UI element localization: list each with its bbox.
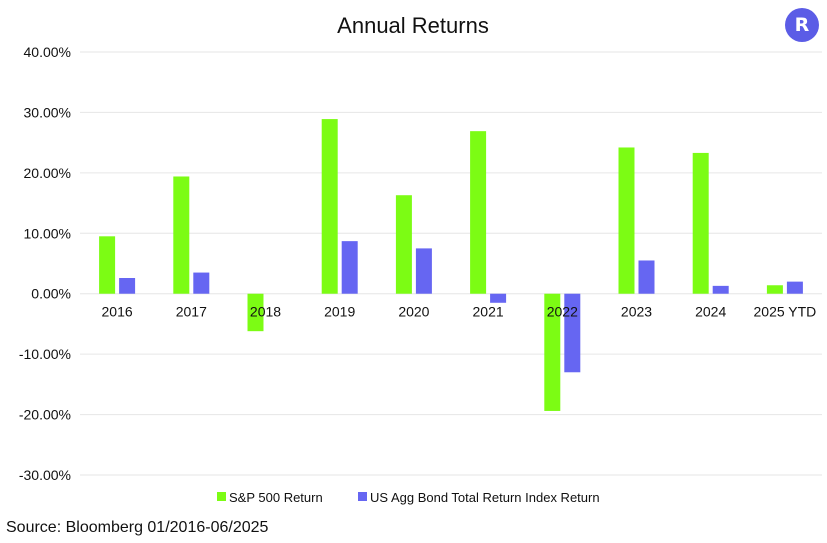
x-tick-label: 2023 <box>621 304 652 320</box>
y-tick-label: 0.00% <box>31 286 71 302</box>
y-tick-label: 40.00% <box>24 44 71 60</box>
bar-sp500-2022 <box>544 293 561 411</box>
bar-bond-2019 <box>341 241 358 294</box>
x-tick-label: 2019 <box>324 304 355 320</box>
bar-sp500-2016 <box>99 236 116 294</box>
x-tick-label: 2020 <box>398 304 429 320</box>
source-note: Source: Bloomberg 01/2016-06/2025 <box>6 519 269 536</box>
x-tick-label: 2017 <box>176 304 207 320</box>
bar-sp500-2020 <box>395 195 412 294</box>
y-tick-label: 20.00% <box>24 165 71 181</box>
x-tick-label: 2018 <box>250 304 281 320</box>
bar-sp500-2019 <box>321 119 338 294</box>
bar-sp500-2025-ytd <box>766 285 783 294</box>
y-tick-label: -10.00% <box>19 346 71 362</box>
legend-label: US Agg Bond Total Return Index Return <box>370 490 600 505</box>
bar-sp500-2021 <box>470 131 487 294</box>
bar-sp500-2023 <box>618 147 635 294</box>
bar-bond-2025-ytd <box>786 281 803 294</box>
x-tick-label: 2022 <box>547 304 578 320</box>
bar-sp500-2018 <box>247 293 264 332</box>
bar-bond-2017 <box>193 272 210 294</box>
chart-title: Annual Returns <box>337 13 489 38</box>
y-tick-label: -20.00% <box>19 407 71 423</box>
y-tick-label: -30.00% <box>19 467 71 483</box>
x-tick-label: 2025 YTD <box>754 304 817 320</box>
bar-bond-2020 <box>415 248 432 294</box>
bar-sp500-2024 <box>692 152 709 294</box>
bar-bond-2023 <box>638 260 655 294</box>
brand-logo-icon: R <box>785 8 819 42</box>
y-tick-label: 10.00% <box>24 225 71 241</box>
bar-bond-2024 <box>712 285 729 294</box>
y-tick-label: 30.00% <box>24 104 71 120</box>
legend-swatch <box>358 492 367 501</box>
x-tick-label: 2021 <box>473 304 504 320</box>
legend-swatch <box>217 492 226 501</box>
legend-label: S&P 500 Return <box>229 490 323 505</box>
bar-sp500-2017 <box>173 176 190 294</box>
bar-bond-2021 <box>490 293 507 303</box>
bar-bond-2016 <box>119 278 136 294</box>
x-tick-label: 2024 <box>695 304 726 320</box>
x-tick-label: 2016 <box>102 304 133 320</box>
bar-bond-2022 <box>564 293 581 373</box>
